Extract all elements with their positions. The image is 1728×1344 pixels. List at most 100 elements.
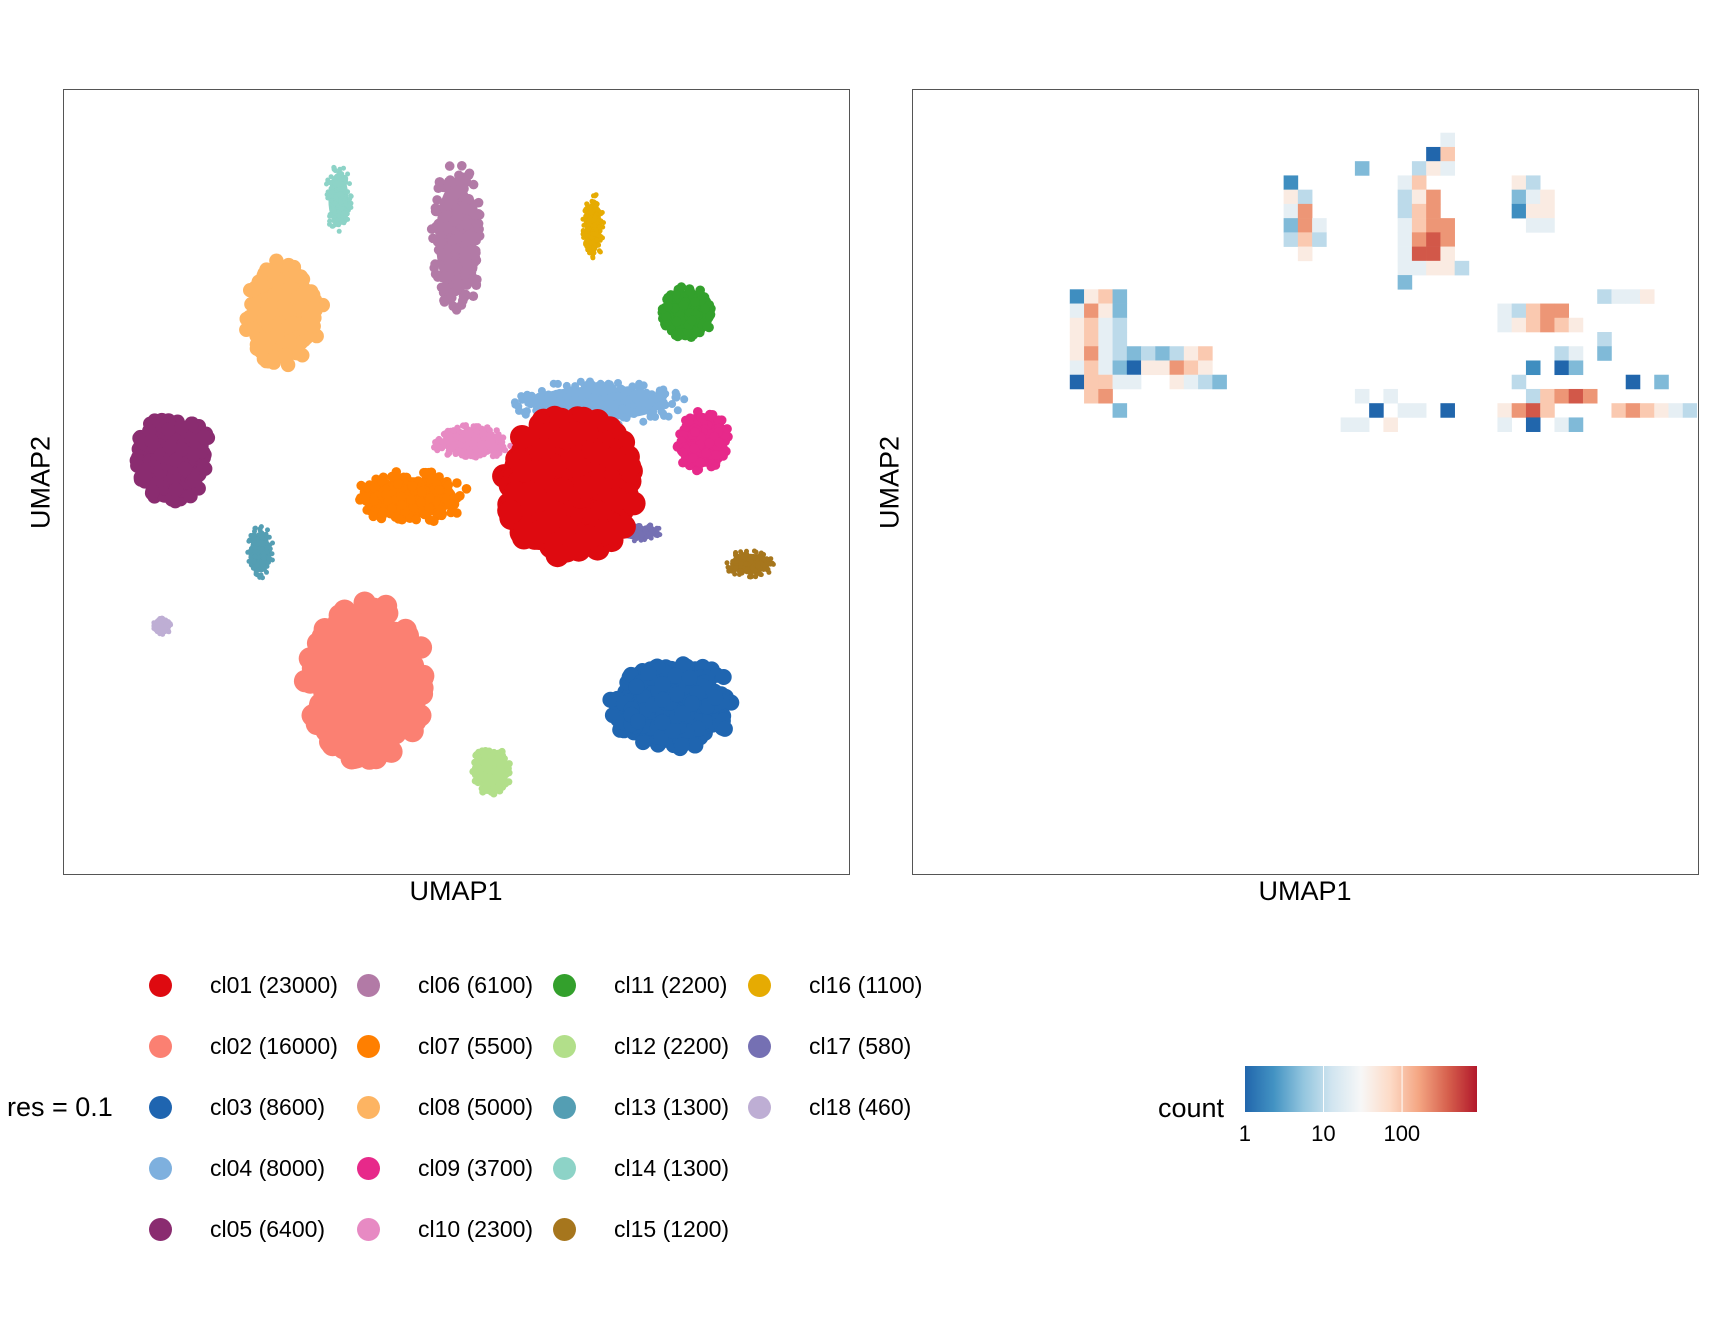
scatter-point bbox=[642, 388, 651, 397]
scatter-point bbox=[248, 558, 254, 564]
scatter-point bbox=[496, 787, 504, 795]
cluster-cl10-points bbox=[431, 422, 514, 461]
scatter-point bbox=[572, 396, 581, 405]
scatter-point bbox=[462, 252, 473, 263]
scatter-point bbox=[736, 572, 742, 577]
scatter-point bbox=[246, 549, 252, 555]
scatter-point bbox=[522, 394, 531, 402]
scatter-point bbox=[494, 432, 501, 440]
cluster-cl03-points bbox=[602, 656, 740, 757]
cluster-cl12-points bbox=[469, 747, 513, 798]
scatter-point bbox=[436, 237, 447, 247]
scatter-point bbox=[624, 395, 633, 404]
scatter-point bbox=[657, 388, 666, 397]
scatter-point bbox=[651, 412, 660, 421]
scatter-point bbox=[621, 387, 630, 396]
scatter-point bbox=[300, 317, 315, 332]
scatter-point bbox=[254, 344, 269, 359]
scatter-point bbox=[454, 211, 464, 222]
scatter-point bbox=[427, 473, 438, 484]
scatter-point bbox=[580, 228, 586, 233]
scatter-point bbox=[416, 497, 426, 508]
scatter-point bbox=[259, 539, 264, 545]
scatter-point bbox=[766, 561, 772, 567]
scatter-point bbox=[695, 457, 706, 468]
scatter-point bbox=[715, 669, 732, 685]
scatter-point bbox=[424, 515, 435, 525]
scatter-point bbox=[457, 161, 467, 171]
scatter-point bbox=[265, 527, 270, 533]
scatter-point bbox=[444, 161, 455, 171]
scatter-point bbox=[386, 503, 397, 514]
scatter-point bbox=[293, 669, 317, 693]
scatter-point bbox=[331, 208, 337, 214]
scatter-point bbox=[442, 201, 453, 211]
scatter-point bbox=[332, 737, 355, 760]
scatter-point bbox=[768, 556, 774, 562]
scatter-point bbox=[264, 563, 270, 569]
scatter-point bbox=[332, 200, 338, 206]
scatter-point bbox=[397, 500, 407, 510]
scatter-point bbox=[476, 767, 484, 775]
scatter-point bbox=[678, 457, 688, 468]
scatter-point bbox=[583, 213, 589, 219]
scatter-point bbox=[256, 312, 271, 327]
scatter-point bbox=[297, 284, 313, 299]
scatter-point bbox=[750, 565, 755, 571]
scatter-point bbox=[341, 210, 347, 216]
scatter-point bbox=[462, 220, 472, 231]
scatter-point bbox=[747, 574, 752, 580]
scatter-point bbox=[581, 222, 587, 228]
scatter-point bbox=[445, 260, 456, 270]
scatter-point bbox=[707, 689, 724, 706]
scatter-point bbox=[711, 450, 721, 460]
scatter-point bbox=[473, 197, 484, 208]
scatter-point bbox=[654, 691, 671, 708]
scatter-point bbox=[597, 237, 603, 243]
scatter-point bbox=[592, 222, 598, 228]
scatter-point bbox=[295, 302, 310, 317]
scatter-point bbox=[425, 493, 436, 503]
cluster-cl02-points bbox=[293, 591, 435, 770]
scatter-point bbox=[444, 271, 455, 281]
cluster-cl09-points bbox=[672, 407, 733, 476]
scatter-point bbox=[483, 766, 491, 774]
scatter-point bbox=[255, 541, 260, 547]
scatter-point bbox=[253, 525, 258, 531]
scatter-point bbox=[174, 420, 189, 435]
scatter-point bbox=[424, 503, 435, 513]
scatter-point bbox=[593, 227, 599, 232]
scatter-point bbox=[248, 533, 254, 538]
scatter-point bbox=[480, 427, 487, 434]
scatter-point bbox=[445, 175, 456, 185]
scatter-point bbox=[468, 291, 479, 301]
scatter-point bbox=[251, 535, 257, 541]
scatter-point bbox=[145, 484, 160, 499]
scatter-point bbox=[368, 511, 379, 522]
scatter-point bbox=[582, 398, 591, 407]
scatter-point bbox=[591, 250, 597, 256]
scatter-point bbox=[333, 194, 338, 200]
scatter-point bbox=[278, 347, 293, 363]
scatter-point bbox=[663, 301, 673, 312]
scatter-point bbox=[339, 186, 345, 192]
scatter-point bbox=[471, 219, 481, 229]
scatter-point bbox=[596, 248, 602, 254]
scatter-point bbox=[443, 480, 454, 490]
scatter-point bbox=[678, 300, 689, 310]
scatter-point bbox=[700, 303, 710, 314]
scatter-point bbox=[597, 224, 603, 230]
scatter-point bbox=[283, 334, 298, 349]
scatter-point bbox=[482, 448, 489, 456]
scatter-point bbox=[505, 769, 513, 777]
scatter-point bbox=[668, 686, 685, 703]
scatter-point bbox=[369, 495, 380, 506]
scatter-point bbox=[705, 311, 715, 321]
scatter-point bbox=[471, 433, 478, 440]
scatter-point bbox=[491, 444, 498, 451]
scatter-point bbox=[493, 756, 501, 764]
scatter-point bbox=[478, 443, 485, 450]
scatter-point bbox=[341, 165, 346, 171]
scatter-point bbox=[469, 231, 479, 241]
scatter-point bbox=[246, 297, 261, 313]
